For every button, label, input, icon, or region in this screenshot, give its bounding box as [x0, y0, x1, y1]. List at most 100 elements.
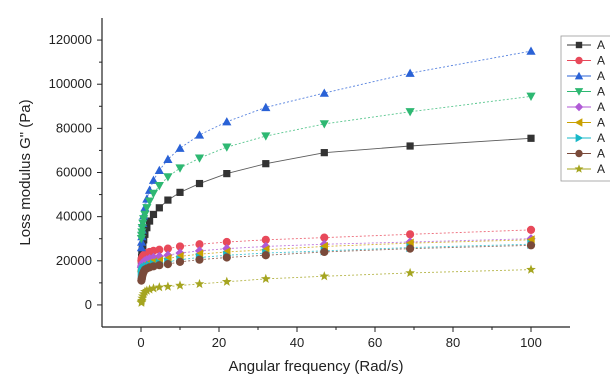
x-tick-label: 40	[290, 335, 304, 350]
legend-label: A	[597, 116, 605, 130]
data-point	[405, 68, 415, 77]
data-point	[222, 143, 232, 152]
data-point	[575, 56, 583, 65]
data-point	[175, 242, 185, 251]
data-point	[176, 188, 184, 196]
data-point	[148, 175, 159, 184]
legend-label: A	[597, 100, 605, 114]
series-line-3	[140, 50, 532, 248]
series-markers	[136, 46, 536, 307]
data-point	[406, 142, 414, 150]
y-tick-label: 40000	[56, 209, 92, 224]
data-point	[194, 130, 205, 139]
data-point	[163, 173, 173, 182]
data-point	[148, 283, 159, 293]
data-point	[137, 224, 147, 233]
series-line-4	[140, 95, 532, 239]
data-point	[526, 241, 536, 250]
data-point	[138, 219, 148, 228]
data-point	[155, 261, 164, 270]
data-point	[155, 204, 163, 212]
legend-label: A	[597, 147, 605, 161]
data-point	[406, 244, 415, 253]
data-point	[154, 182, 164, 191]
data-point	[261, 235, 270, 244]
data-point	[222, 253, 231, 262]
data-point	[574, 88, 584, 96]
data-point	[320, 247, 329, 257]
data-point	[526, 264, 536, 274]
x-tick-label: 100	[520, 335, 542, 350]
data-point	[223, 170, 231, 178]
x-axis-title: Angular frequency (Rad/s)	[228, 358, 403, 375]
data-point	[575, 149, 583, 158]
data-point	[163, 244, 173, 253]
data-point	[405, 267, 415, 278]
legend-label: A	[597, 85, 605, 99]
data-point	[175, 257, 185, 266]
legend-label: A	[597, 38, 605, 52]
legend-label: A	[597, 131, 605, 145]
x-tick-label: 60	[368, 335, 382, 350]
legend-label: A	[597, 69, 605, 83]
data-point	[143, 224, 151, 232]
data-point	[526, 225, 536, 234]
data-point	[405, 108, 415, 117]
data-point	[194, 278, 205, 289]
data-point	[155, 245, 164, 254]
data-point	[574, 118, 583, 127]
y-tick-label: 60000	[56, 165, 92, 180]
data-point	[195, 255, 204, 264]
data-point	[406, 230, 415, 239]
data-point	[222, 117, 232, 126]
data-point	[142, 285, 152, 295]
series-lines	[140, 50, 532, 303]
data-point	[320, 149, 328, 157]
data-point	[261, 102, 271, 112]
data-point	[261, 132, 271, 141]
data-point	[320, 233, 329, 242]
data-point	[222, 237, 231, 247]
x-tick-label: 80	[446, 335, 460, 350]
data-point	[154, 282, 165, 292]
data-point	[136, 242, 146, 252]
x-tick-label: 0	[137, 335, 144, 350]
y-tick-label: 80000	[56, 120, 92, 135]
data-point	[574, 102, 584, 112]
data-point	[137, 228, 147, 237]
data-point	[195, 240, 204, 249]
data-point	[154, 165, 164, 174]
data-point	[144, 197, 155, 206]
data-point	[154, 251, 164, 261]
y-tick-label: 120000	[49, 32, 92, 47]
data-point	[195, 179, 204, 188]
y-axis-title: Loss modulus G" (Pa)	[17, 99, 34, 245]
data-point	[260, 273, 271, 284]
data-point	[163, 281, 173, 291]
axes: 0 20 40 60 80 100 0 20000 40000 60000 80000 100000 1…	[49, 18, 570, 350]
y-tick-label: 0	[85, 297, 92, 312]
data-point	[319, 120, 329, 129]
legend-label: A	[597, 54, 605, 68]
data-point	[575, 133, 584, 143]
data-point	[164, 196, 172, 204]
data-point	[149, 210, 158, 219]
data-point	[527, 134, 535, 142]
data-point	[163, 154, 173, 163]
legend-label: A	[597, 162, 605, 176]
data-point	[194, 154, 205, 163]
data-point	[141, 230, 149, 238]
data-point	[575, 41, 583, 49]
data-point	[145, 217, 154, 225]
data-point	[175, 164, 185, 173]
data-point	[262, 160, 270, 168]
data-point	[175, 143, 185, 152]
data-point	[319, 88, 329, 97]
data-point	[221, 276, 232, 286]
data-point	[574, 164, 584, 173]
data-point	[261, 251, 270, 260]
y-tick-label: 20000	[56, 253, 92, 268]
data-point	[163, 259, 173, 269]
